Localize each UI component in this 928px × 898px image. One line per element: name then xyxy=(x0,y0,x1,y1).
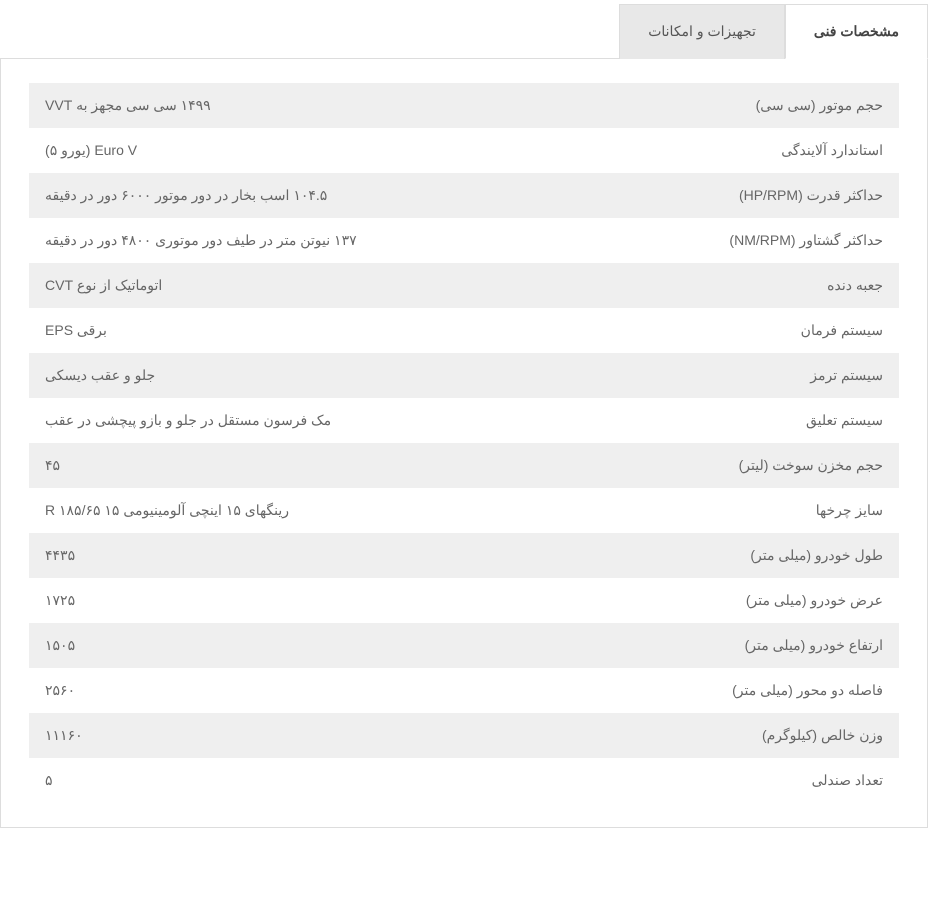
spec-row: عرض خودرو (میلی متر)۱۷۲۵ xyxy=(29,578,899,623)
spec-label: سیستم ترمز xyxy=(673,353,899,398)
spec-row: سیستم ترمزجلو و عقب دیسکی xyxy=(29,353,899,398)
spec-label: فاصله دو محور (میلی متر) xyxy=(673,668,899,713)
spec-row: حجم موتور (سی سی)۱۴۹۹ سی سی مجهز به VVT xyxy=(29,83,899,128)
spec-value: ۱۳۷ نیوتن متر در طیف دور موتوری ۴۸۰۰ دور… xyxy=(29,218,673,263)
spec-row: سایز چرخهارینگهای ۱۵ اینچی آلومینیومی ۱۵… xyxy=(29,488,899,533)
spec-row: طول خودرو (میلی متر)۴۴۳۵ xyxy=(29,533,899,578)
spec-value: ۵ xyxy=(29,758,673,803)
spec-value: ۴۵ xyxy=(29,443,673,488)
spec-label: سایز چرخها xyxy=(673,488,899,533)
spec-value: ۴۴۳۵ xyxy=(29,533,673,578)
spec-label: حجم مخزن سوخت (لیتر) xyxy=(673,443,899,488)
spec-label: سیستم فرمان xyxy=(673,308,899,353)
spec-value: ۱۱۱۶۰ xyxy=(29,713,673,758)
spec-label: جعبه دنده xyxy=(673,263,899,308)
spec-value: مک فرسون مستقل در جلو و بازو پیچشی در عق… xyxy=(29,398,673,443)
spec-value: ۱۷۲۵ xyxy=(29,578,673,623)
spec-value: Euro V (یورو ۵) xyxy=(29,128,673,173)
spec-label: وزن خالص (کیلوگرم) xyxy=(673,713,899,758)
spec-value: رینگهای ۱۵ اینچی آلومینیومی ۱۵ R ۱۸۵/۶۵ xyxy=(29,488,673,533)
spec-row: ارتفاع خودرو (میلی متر)۱۵۰۵ xyxy=(29,623,899,668)
spec-row: حداکثر قدرت (HP/RPM)۱۰۴.۵ اسب بخار در دو… xyxy=(29,173,899,218)
spec-row: تعداد صندلی۵ xyxy=(29,758,899,803)
spec-panel: حجم موتور (سی سی)۱۴۹۹ سی سی مجهز به VVTا… xyxy=(0,58,928,828)
spec-value: برقی EPS xyxy=(29,308,673,353)
spec-row: فاصله دو محور (میلی متر)۲۵۶۰ xyxy=(29,668,899,713)
spec-value: ۲۵۶۰ xyxy=(29,668,673,713)
spec-row: جعبه دندهاتوماتیک از نوع CVT xyxy=(29,263,899,308)
spec-label: عرض خودرو (میلی متر) xyxy=(673,578,899,623)
spec-table: حجم موتور (سی سی)۱۴۹۹ سی سی مجهز به VVTا… xyxy=(29,83,899,803)
spec-row: سیستم تعلیقمک فرسون مستقل در جلو و بازو … xyxy=(29,398,899,443)
spec-label: حداکثر قدرت (HP/RPM) xyxy=(673,173,899,218)
spec-value: ۱۵۰۵ xyxy=(29,623,673,668)
spec-label: حداکثر گشتاور (NM/RPM) xyxy=(673,218,899,263)
tab-technical-specs[interactable]: مشخصات فنی xyxy=(785,4,928,59)
spec-label: تعداد صندلی xyxy=(673,758,899,803)
spec-value: ۱۰۴.۵ اسب بخار در دور موتور ۶۰۰۰ دور در … xyxy=(29,173,673,218)
spec-container: مشخصات فنی تجهیزات و امکانات حجم موتور (… xyxy=(0,4,928,828)
spec-row: سیستم فرمانبرقی EPS xyxy=(29,308,899,353)
spec-row: وزن خالص (کیلوگرم)۱۱۱۶۰ xyxy=(29,713,899,758)
spec-label: ارتفاع خودرو (میلی متر) xyxy=(673,623,899,668)
spec-value: اتوماتیک از نوع CVT xyxy=(29,263,673,308)
spec-row: استاندارد آلایندگیEuro V (یورو ۵) xyxy=(29,128,899,173)
spec-row: حجم مخزن سوخت (لیتر)۴۵ xyxy=(29,443,899,488)
spec-value: ۱۴۹۹ سی سی مجهز به VVT xyxy=(29,83,673,128)
tabs-bar: مشخصات فنی تجهیزات و امکانات xyxy=(0,4,928,59)
spec-label: استاندارد آلایندگی xyxy=(673,128,899,173)
tab-equipment-features[interactable]: تجهیزات و امکانات xyxy=(619,4,785,59)
spec-value: جلو و عقب دیسکی xyxy=(29,353,673,398)
spec-label: سیستم تعلیق xyxy=(673,398,899,443)
spec-label: حجم موتور (سی سی) xyxy=(673,83,899,128)
spec-label: طول خودرو (میلی متر) xyxy=(673,533,899,578)
spec-row: حداکثر گشتاور (NM/RPM)۱۳۷ نیوتن متر در ط… xyxy=(29,218,899,263)
